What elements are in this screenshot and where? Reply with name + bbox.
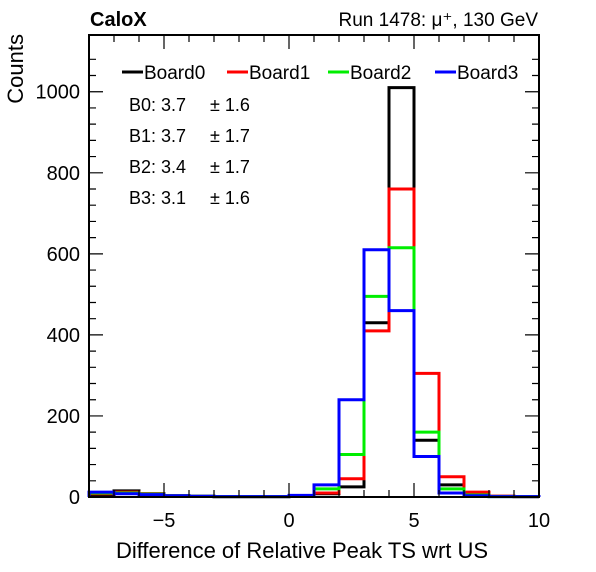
legend-label-board1: Board1: [249, 63, 310, 84]
stat-mean-b0: B0: 3.7: [129, 95, 186, 115]
stat-err-b3: ± 1.6: [210, 188, 250, 208]
series-line-board0: [87, 86, 541, 499]
header-right: Run 1478: μ⁺, 130 GeV: [339, 10, 539, 31]
series-line-board3: [87, 248, 541, 499]
stat-mean-b2: B2: 3.4: [129, 157, 186, 177]
series-layer: [87, 86, 541, 499]
stat-err-b2: ± 1.7: [210, 157, 250, 177]
legend-label-board0: Board0: [144, 63, 205, 84]
stat-mean-b3: B3: 3.1: [129, 188, 186, 208]
stat-err-b1: ± 1.7: [210, 126, 250, 146]
series-line-board1: [87, 187, 541, 499]
header-left: CaloX: [90, 9, 147, 31]
series-line-board2: [87, 246, 541, 499]
stats-box: B0: 3.7 ± 1.6 B1: 3.7 ± 1.7 B2: 3.4 ± 1.7 B3: …: [129, 95, 250, 208]
legend-label-board2: Board2: [350, 63, 411, 84]
x-tick-label: 0: [283, 510, 294, 532]
y-tick-label: 800: [47, 163, 80, 185]
stat-err-b0: ± 1.6: [210, 95, 250, 115]
x-tick-label: −5: [153, 510, 176, 532]
stat-mean-b1: B1: 3.7: [129, 126, 186, 146]
y-tick-label: 400: [47, 325, 80, 347]
y-tick-label: 600: [47, 244, 80, 266]
legend-label-board3: Board3: [457, 63, 518, 84]
x-tick-label: 5: [408, 510, 419, 532]
y-tick-label: 1000: [36, 82, 81, 104]
axis-ticks: [88, 35, 540, 498]
x-tick-label: 10: [528, 510, 550, 532]
y-tick-label: 200: [47, 406, 80, 428]
y-axis-title: Counts: [3, 34, 28, 104]
x-axis-title: Difference of Relative Peak TS wrt US: [116, 538, 488, 563]
tick-labels: −5 0 5 10 0 200 400 600 800 1000: [36, 82, 551, 532]
tick-marks: [88, 35, 540, 498]
y-tick-label: 0: [69, 487, 80, 509]
legend: Board0 Board1 Board2 Board3: [122, 63, 518, 84]
